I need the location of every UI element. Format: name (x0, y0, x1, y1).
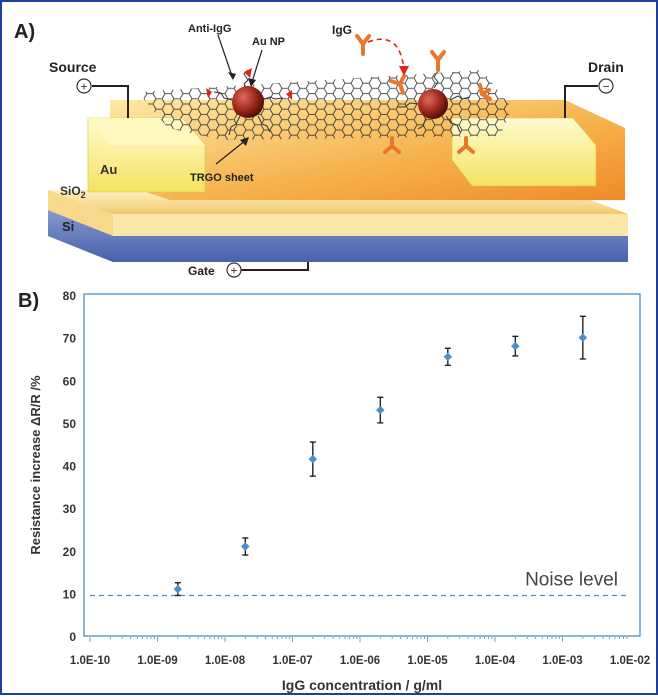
data-point (579, 333, 587, 341)
panel-a: A) Au SiO2 Si + Source − Drain + (14, 21, 628, 278)
y-tick-label: 80 (63, 289, 77, 303)
label-gate: Gate (188, 264, 215, 278)
y-tick-label: 60 (63, 374, 77, 388)
panel-a-label: A) (14, 21, 35, 43)
label-igg: IgG (332, 23, 352, 37)
label-anti-igg: Anti-IgG (188, 23, 231, 35)
x-tick-label: 1.0E-06 (340, 655, 380, 667)
x-axis-label: IgG concentration / g/ml (282, 677, 442, 693)
y-axis-label: Resistance increase ΔR/R /% (28, 375, 43, 555)
label-au-np: Au NP (252, 36, 285, 48)
gate-wire (238, 262, 308, 270)
svg-text:−: − (602, 80, 609, 94)
chart: 0 10 20 30 40 50 60 70 80 1.0E-10 1.0E-09 1.0E-08 1.… (63, 289, 651, 667)
svg-text:+: + (230, 264, 237, 278)
x-tick-label: 1.0E-04 (475, 655, 516, 667)
panel-b: B) 0 10 20 30 40 50 60 70 80 1.0E-10 1.0E-09 1.0E-0… (18, 289, 650, 693)
panel-b-label: B) (18, 290, 39, 312)
label-source: Source (49, 59, 97, 75)
x-tick-label: 1.0E-09 (137, 655, 177, 667)
trgo-sheet (138, 70, 512, 140)
y-tick-label: 0 (69, 630, 76, 644)
x-tick-label: 1.0E-07 (272, 655, 312, 667)
data-point (309, 455, 317, 463)
y-tick-label: 20 (63, 545, 77, 559)
label-si: Si (62, 219, 74, 234)
y-tick-label: 30 (63, 502, 77, 516)
y-tick-label: 70 (63, 332, 77, 346)
label-au: Au (100, 162, 117, 177)
label-trgo-sheet: TRGO sheet (190, 172, 254, 184)
data-point (376, 406, 384, 414)
x-tick-label: 1.0E-02 (610, 655, 650, 667)
y-tick-label: 40 (63, 460, 77, 474)
x-tick-label: 1.0E-05 (407, 655, 448, 667)
y-tick-label: 50 (63, 417, 77, 431)
noise-level-label: Noise level (525, 570, 618, 591)
x-tick-label: 1.0E-10 (70, 655, 110, 667)
data-point (174, 585, 182, 593)
y-tick-label: 10 (63, 587, 77, 601)
data-point (241, 542, 249, 550)
x-tick-label: 1.0E-08 (205, 655, 246, 667)
label-sio2: SiO2 (60, 184, 86, 200)
svg-text:+: + (80, 80, 87, 94)
x-tick-label: 1.0E-03 (542, 655, 582, 667)
label-drain: Drain (588, 59, 624, 75)
data-point (444, 353, 452, 361)
binding-arrow (368, 39, 404, 70)
data-point (511, 342, 519, 350)
